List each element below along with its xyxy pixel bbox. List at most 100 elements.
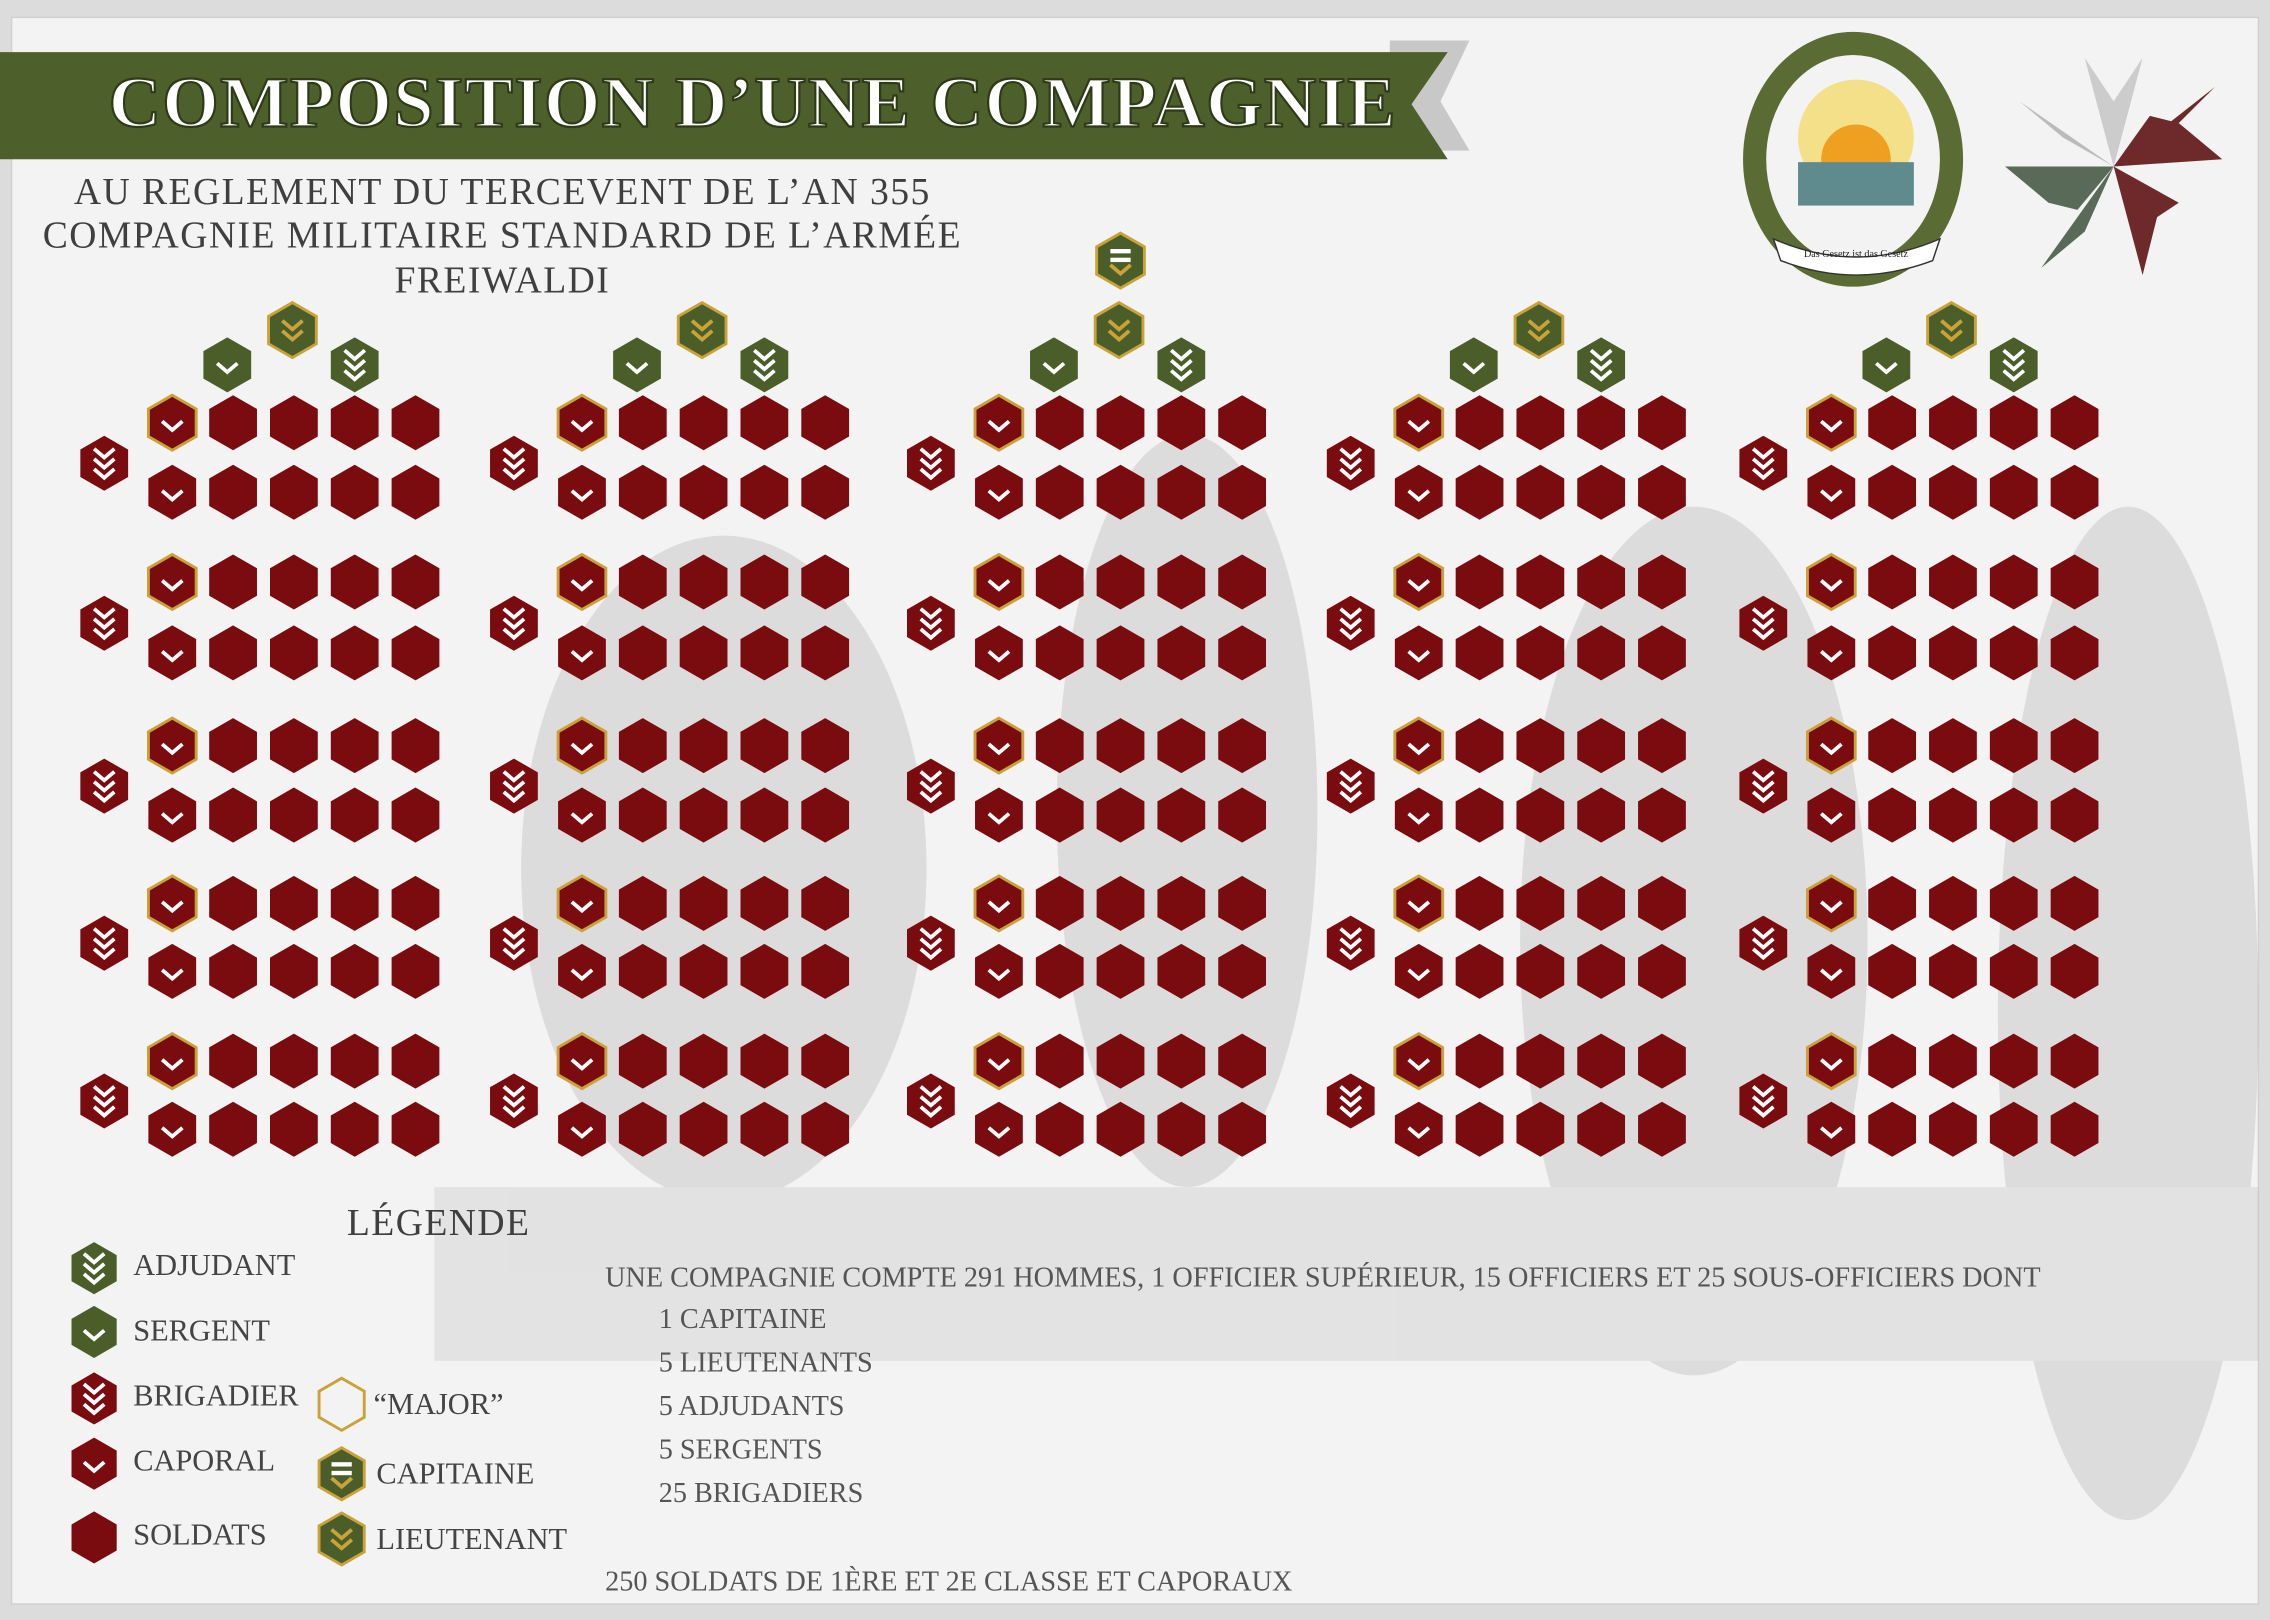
soldat — [1516, 718, 1565, 774]
hexagon — [1577, 554, 1626, 610]
soldat — [1638, 1033, 1686, 1089]
soldat — [269, 875, 318, 931]
chevron — [987, 968, 1011, 982]
chevron — [919, 447, 943, 460]
hexagon — [391, 718, 440, 774]
soldat — [71, 1511, 117, 1564]
soldat — [1577, 718, 1626, 774]
hexagon — [1989, 1101, 2038, 1157]
chevron — [1339, 780, 1363, 793]
soldat — [1868, 625, 1917, 681]
hexagon — [906, 758, 955, 814]
hexagon — [1218, 1101, 1267, 1157]
caporal — [975, 1033, 1023, 1089]
soldat — [801, 943, 850, 999]
soldat — [801, 787, 850, 843]
major-border — [1393, 1031, 1445, 1091]
chevron — [92, 617, 116, 631]
major-border — [1806, 1031, 1857, 1091]
soldat — [1455, 625, 1504, 681]
soldat — [1929, 464, 1977, 520]
hexagon — [1516, 464, 1565, 520]
soldat — [1929, 943, 1977, 999]
soldat — [1096, 395, 1145, 451]
brigadier — [1326, 1073, 1375, 1129]
major-border — [973, 393, 1025, 452]
caporal — [1807, 1033, 1856, 1089]
hexagon — [1030, 337, 1078, 393]
caporal — [148, 554, 197, 610]
chevron — [1407, 489, 1431, 502]
chevron — [1940, 319, 1963, 332]
hexagon — [71, 1437, 117, 1490]
chevron — [502, 1085, 526, 1098]
hexagon — [1157, 464, 1206, 520]
soldat — [801, 464, 850, 520]
soldat — [740, 875, 789, 931]
chevron — [919, 627, 943, 641]
hexagon — [975, 464, 1023, 520]
caporal — [1807, 718, 1856, 774]
hexagon — [1577, 718, 1626, 774]
hexagon — [1868, 875, 1917, 931]
chevron — [753, 359, 776, 372]
hexagon — [1394, 1033, 1443, 1089]
legend-label: CAPORAL — [133, 1444, 275, 1478]
hexagon — [975, 787, 1023, 843]
hexagon — [1577, 464, 1626, 520]
soldat — [679, 718, 728, 774]
chevron — [1169, 369, 1193, 382]
soldat — [1035, 875, 1084, 931]
chevron — [160, 968, 184, 982]
soldat — [1035, 1101, 1084, 1157]
hexagon — [1157, 718, 1206, 774]
chevron — [281, 319, 304, 332]
hexagon — [209, 625, 257, 681]
chevron — [343, 359, 367, 372]
subtitle: FREIWALDI — [394, 259, 610, 301]
caporal — [148, 395, 197, 451]
chevron — [1751, 937, 1775, 951]
hexagon — [1638, 1101, 1686, 1157]
hexagon — [1989, 395, 2038, 451]
soldat — [269, 1101, 318, 1157]
chevron — [160, 489, 184, 502]
soldat — [330, 464, 379, 520]
hexagon — [558, 1101, 606, 1157]
hexagon — [1868, 1033, 1917, 1089]
hexagon — [618, 1101, 667, 1157]
major-border — [1393, 716, 1445, 775]
hexagon — [1218, 395, 1267, 451]
chevron — [1819, 968, 1843, 982]
chevron — [160, 742, 184, 756]
hexagon — [975, 875, 1023, 931]
caporal — [1394, 787, 1443, 843]
hexagon — [1096, 625, 1145, 681]
lieutenant — [1513, 300, 1565, 360]
lieutenant — [317, 1511, 366, 1567]
chevron — [1407, 650, 1431, 663]
hexagon — [2050, 875, 2099, 931]
hexagon — [330, 554, 379, 610]
sergent — [613, 337, 661, 393]
chevron — [919, 937, 943, 951]
soldat — [1218, 718, 1267, 774]
brigadier — [1326, 915, 1375, 971]
brigadier — [490, 595, 538, 651]
legend-title: LÉGENDE — [347, 1202, 531, 1244]
hexagon — [679, 554, 728, 610]
hexagon — [148, 554, 197, 610]
soldat — [391, 625, 440, 681]
hexagon — [740, 787, 789, 843]
hexagon — [1929, 1033, 1977, 1089]
chevron — [625, 361, 649, 375]
hexagon — [269, 787, 318, 843]
hexagon — [1096, 787, 1145, 843]
hexagon — [1035, 718, 1084, 774]
chevron — [753, 369, 776, 382]
hexagon — [490, 758, 538, 814]
caporal — [1807, 943, 1856, 999]
chevron — [570, 650, 594, 663]
hexagon — [975, 625, 1023, 681]
soldat — [618, 625, 667, 681]
